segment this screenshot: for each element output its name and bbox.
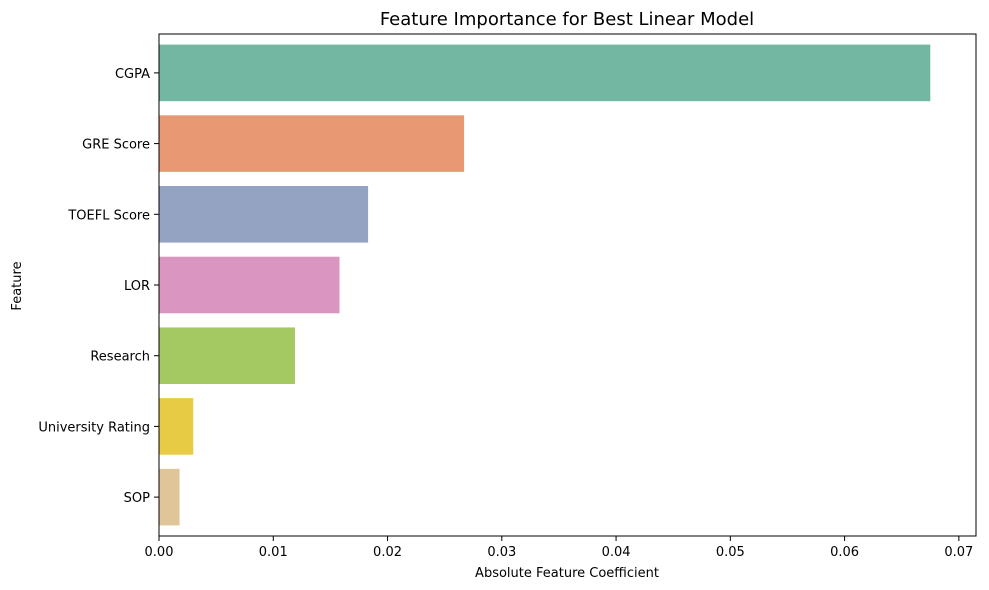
y-tick-label: GRE Score xyxy=(82,138,150,153)
bar-research xyxy=(159,327,295,384)
chart-title: Feature Importance for Best Linear Model xyxy=(380,9,754,30)
bar-lor xyxy=(159,256,340,314)
x-axis-ticks: 0.00 0.01 0.02 0.03 0.04 0.05 0.06 0.07 xyxy=(145,536,973,560)
y-tick-label: CGPA xyxy=(115,67,150,82)
bar-cgpa xyxy=(159,44,931,102)
y-tick-label: LOR xyxy=(124,279,150,294)
x-tick-label: 0.04 xyxy=(602,545,631,560)
x-tick-label: 0.07 xyxy=(944,545,973,560)
y-tick-label: University Rating xyxy=(38,420,150,435)
bar-university-rating xyxy=(159,398,194,455)
y-tick-label: TOEFL Score xyxy=(67,208,150,223)
bar-toefl-score xyxy=(159,186,369,243)
x-tick-label: 0.00 xyxy=(145,545,174,560)
x-tick-label: 0.03 xyxy=(487,545,516,560)
y-tick-label: SOP xyxy=(124,491,150,506)
x-tick-label: 0.01 xyxy=(259,545,288,560)
x-tick-label: 0.02 xyxy=(373,545,402,560)
bars-group xyxy=(159,44,931,526)
y-axis-label: Feature xyxy=(10,261,25,310)
x-tick-label: 0.05 xyxy=(716,545,745,560)
y-axis-ticks: CGPA GRE Score TOEFL Score LOR Research Unive… xyxy=(38,67,159,506)
y-tick-label: Research xyxy=(90,350,150,365)
bar-sop xyxy=(159,468,180,526)
plot-frame xyxy=(158,33,977,537)
x-axis-label: Absolute Feature Coefficient xyxy=(475,566,659,581)
x-tick-label: 0.06 xyxy=(830,545,859,560)
bar-gre-score xyxy=(159,115,465,172)
